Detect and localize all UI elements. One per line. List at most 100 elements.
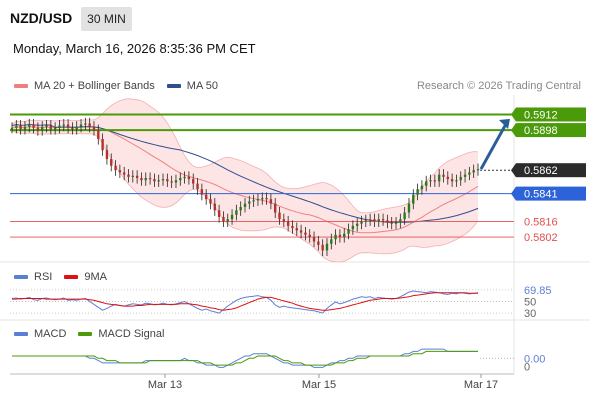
candle-body	[455, 180, 458, 182]
candle-body	[41, 126, 44, 131]
forecast-arrowhead	[499, 118, 510, 129]
candle-body	[101, 139, 104, 151]
level-label-box	[516, 163, 586, 178]
level-label-pointer	[511, 107, 516, 122]
candle-body	[45, 125, 48, 127]
candle-body	[140, 178, 143, 181]
macd-legend-label: MACD	[34, 328, 67, 340]
candle-body	[416, 189, 419, 195]
candle-body	[204, 194, 208, 200]
candle-body	[317, 241, 320, 245]
candle-body	[179, 178, 182, 181]
level-label: 0.5912	[524, 109, 558, 121]
candle-body	[192, 179, 195, 184]
candle-body	[282, 219, 286, 222]
candle-body	[364, 220, 368, 222]
candle-body	[407, 203, 411, 213]
candle-body	[325, 243, 329, 251]
candle-body	[75, 126, 78, 129]
candle-body	[157, 180, 160, 182]
candle-body	[381, 219, 385, 221]
rsi-level-label: 69.85	[524, 285, 552, 297]
candle-body	[122, 172, 126, 175]
candle-body	[425, 181, 428, 186]
candle-body	[235, 210, 238, 215]
candle-body	[355, 223, 359, 226]
candle-body	[217, 210, 221, 217]
rsi-ma-legend-label: 9MA	[84, 271, 107, 283]
x-tick-label: Mar 13	[148, 379, 182, 391]
candle-body	[377, 219, 380, 222]
macd-level-label: 0	[524, 361, 530, 373]
candle-body	[429, 180, 432, 182]
candle-body	[463, 174, 467, 177]
candle-body	[291, 225, 294, 229]
candle-body	[135, 175, 139, 178]
candle-body	[196, 183, 199, 190]
ma50-legend-label: MA 50	[186, 80, 218, 92]
timeframe-button[interactable]: 30 MIN	[81, 7, 132, 31]
x-tick-label: Mar 15	[302, 379, 336, 391]
candle-body	[368, 219, 372, 221]
candle-body	[412, 194, 415, 204]
candle-body	[243, 203, 247, 207]
level-label: 0.5898	[524, 125, 558, 137]
candle-body	[66, 124, 70, 128]
candle-body	[187, 176, 191, 180]
level-label-pointer	[511, 163, 516, 178]
candle-body	[334, 234, 337, 240]
level-label-box	[516, 123, 586, 138]
level-label-pointer	[511, 123, 516, 138]
candle-body	[256, 199, 260, 201]
macd-legend: MACD MACD Signal	[14, 328, 164, 340]
rsi-ma-legend-swatch	[64, 275, 79, 279]
candle-body	[274, 203, 277, 213]
candle-body	[32, 124, 35, 128]
candle-body	[347, 229, 350, 234]
candle-body	[58, 125, 61, 128]
rsi-level-label: 30	[524, 308, 536, 320]
candle-body	[36, 127, 40, 131]
candle-body	[394, 222, 398, 224]
candle-body	[10, 127, 14, 130]
candle-body	[114, 165, 117, 171]
candle-body	[105, 150, 109, 160]
macd-legend-swatch	[14, 332, 28, 336]
forecast-arrow	[479, 123, 508, 170]
candle-body	[239, 206, 242, 211]
macd-signal-legend-label: MACD Signal	[98, 328, 165, 340]
candle-body	[88, 123, 91, 127]
rsi-line	[11, 290, 479, 314]
bollinger-legend-swatch	[14, 84, 28, 88]
candle-body	[84, 123, 87, 125]
candle-body	[118, 170, 122, 173]
candle-body	[468, 172, 471, 175]
price-legend: MA 20 + Bollinger Bands MA 50	[14, 80, 218, 92]
bollinger-lower-line	[11, 130, 479, 263]
macd-signal-line	[12, 350, 478, 366]
candle-body	[213, 203, 216, 211]
candle-body	[330, 239, 333, 244]
candle-body	[399, 219, 402, 223]
candle-body	[437, 174, 441, 182]
level-label: 0.5862	[524, 165, 558, 177]
symbol-title: NZD/USD	[10, 10, 73, 26]
candle-body	[338, 234, 342, 238]
candle-body	[386, 220, 389, 223]
rsi-legend: RSI 9MA	[14, 271, 107, 283]
candle-body	[459, 176, 462, 181]
macd-level-label: 0.00	[524, 353, 545, 365]
candle-body	[28, 124, 31, 127]
candle-body	[446, 176, 449, 180]
candle-body	[62, 124, 65, 126]
candle-body	[230, 214, 234, 220]
candle-body	[79, 124, 83, 127]
candle-body	[472, 170, 475, 173]
candle-body	[390, 222, 393, 224]
candle-body	[343, 233, 346, 238]
candle-body	[153, 179, 156, 182]
level-label-box	[516, 107, 586, 122]
candle-body	[312, 237, 316, 242]
candle-body	[144, 178, 147, 181]
